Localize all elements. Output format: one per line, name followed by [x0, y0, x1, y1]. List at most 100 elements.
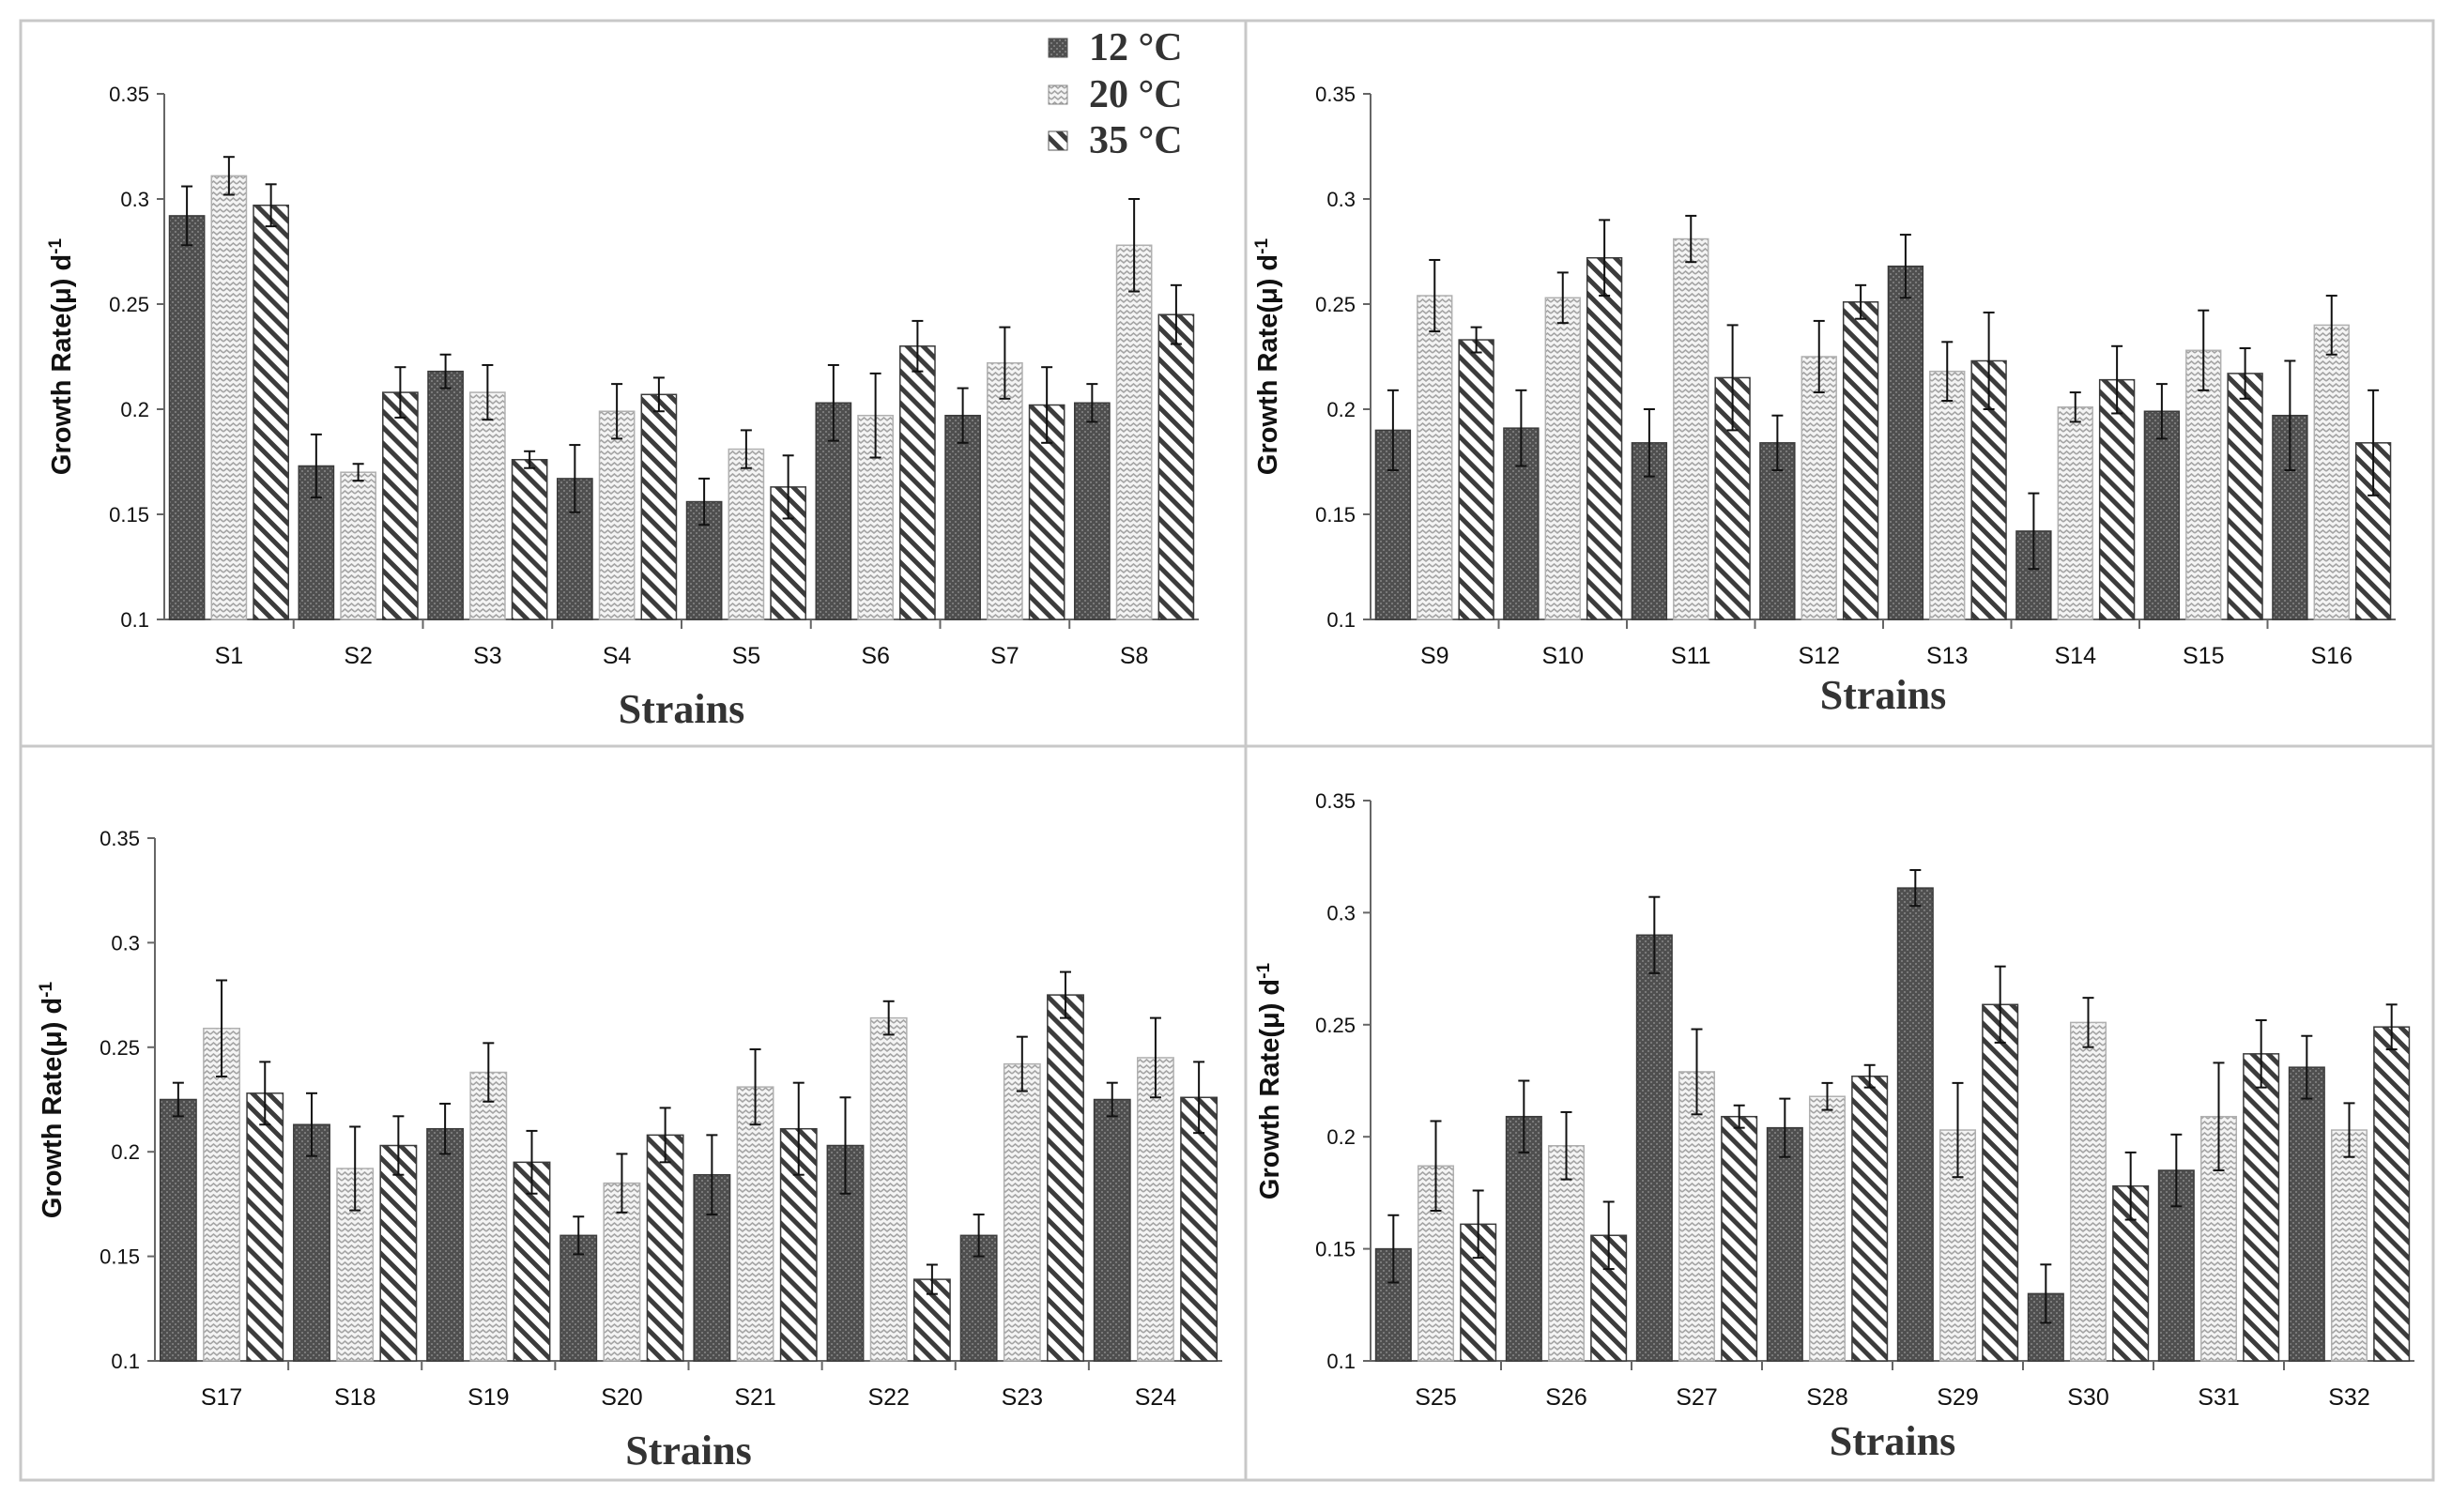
error-bar-s1-35	[265, 183, 277, 228]
x-tick-label: S25	[1415, 1384, 1456, 1411]
error-bar-s5-20	[740, 429, 752, 469]
x-tick-label: S23	[1002, 1384, 1043, 1411]
error-bar-s13-35	[1983, 311, 1995, 410]
error-bar-s29-35	[1994, 965, 2006, 1044]
x-tick-label: S32	[2328, 1384, 2369, 1411]
error-bar-s28-20	[1821, 1081, 1833, 1111]
bar-s26-12	[1505, 1115, 1542, 1362]
bar-s14-20	[2057, 406, 2093, 620]
x-tick-label: S5	[732, 643, 761, 669]
error-bar-s20-35	[659, 1107, 671, 1164]
figure-border	[19, 19, 2435, 1482]
error-bar-s19-20	[483, 1042, 495, 1103]
y-tick-label: 0.1	[1326, 608, 1356, 632]
x-tick-label: S17	[201, 1384, 242, 1411]
error-bar-s32-20	[2343, 1102, 2355, 1158]
x-tick-label: S27	[1676, 1384, 1717, 1411]
error-bar-s7-12	[957, 387, 969, 444]
bar-s29-20	[1939, 1129, 1977, 1362]
bar-s3-12	[427, 370, 464, 620]
bar-s23-35	[1047, 994, 1084, 1362]
legend-swatch-12	[1048, 38, 1068, 58]
error-bar-s25-12	[1387, 1214, 1400, 1284]
error-bar-s8-20	[1128, 198, 1141, 293]
legend-swatch-35	[1048, 130, 1068, 151]
error-bar-s24-12	[1106, 1081, 1118, 1118]
error-bar-s1-20	[222, 156, 235, 196]
bar-s32-12	[2288, 1066, 2325, 1362]
x-tick-label: S4	[603, 643, 632, 669]
error-bar-s27-35	[1733, 1104, 1745, 1129]
error-bar-s22-12	[839, 1096, 851, 1195]
error-bar-s30-12	[2040, 1263, 2052, 1324]
bar-s24-35	[1180, 1096, 1218, 1362]
x-tick-label: S15	[2183, 643, 2224, 669]
y-tick-label: 0.2	[1326, 1125, 1356, 1149]
bar-s3-20	[469, 391, 506, 620]
x-axis-title-3: Strains	[625, 1428, 751, 1474]
error-bar-s5-35	[782, 454, 794, 520]
bar-s28-35	[1851, 1075, 1889, 1362]
error-bar-s25-35	[1472, 1189, 1484, 1260]
bar-s18-12	[293, 1123, 330, 1362]
bar-s3-35	[511, 459, 548, 620]
legend: 12 °C 20 °C 35 °C	[1048, 26, 1183, 162]
error-bar-s9-20	[1429, 258, 1441, 333]
error-bar-s12-12	[1771, 414, 1784, 471]
error-bar-s7-35	[1041, 366, 1053, 444]
y-tick-label: 0.2	[1326, 398, 1356, 421]
y-tick-label: 0.2	[111, 1140, 140, 1164]
legend-label-12: 12 °C	[1089, 26, 1183, 69]
error-bar-s1-12	[181, 185, 193, 247]
x-tick-label: S3	[473, 643, 502, 669]
x-tick-label: S7	[990, 643, 1019, 669]
error-bar-s21-12	[706, 1134, 718, 1216]
bar-s24-12	[1093, 1098, 1131, 1362]
error-bar-s14-20	[2069, 391, 2081, 423]
y-tick-label: 0.35	[1315, 83, 1356, 106]
y-axis-title-4: Growth Rate(μ) d-1	[1254, 963, 1285, 1200]
error-bar-s12-35	[1855, 283, 1867, 320]
bar-s2-35	[382, 391, 419, 620]
bar-s8-35	[1157, 313, 1195, 620]
error-bar-s31-12	[2170, 1133, 2183, 1208]
error-bar-s32-35	[2385, 1003, 2398, 1051]
error-bar-s13-12	[1899, 234, 1911, 299]
legend-item-12: 12 °C	[1048, 26, 1183, 69]
error-bar-s17-20	[216, 979, 228, 1077]
error-bar-s3-12	[439, 353, 452, 389]
error-bar-s19-35	[526, 1129, 538, 1195]
error-bar-s3-20	[482, 363, 494, 421]
bar-s24-20	[1137, 1057, 1174, 1362]
error-bar-s4-20	[611, 383, 623, 440]
bar-s1-35	[253, 204, 289, 620]
x-tick-label: S30	[2067, 1384, 2108, 1411]
error-bar-s27-12	[1648, 895, 1661, 974]
bar-s7-20	[987, 361, 1023, 620]
bar-s8-20	[1115, 244, 1153, 620]
bar-s10-35	[1586, 256, 1623, 620]
y-tick-label: 0.35	[109, 83, 149, 106]
y-tick-label: 0.25	[109, 293, 149, 316]
error-bar-s23-20	[1016, 1035, 1028, 1092]
error-bar-s30-20	[2082, 997, 2094, 1048]
error-bar-s6-35	[912, 319, 924, 373]
x-tick-label: S31	[2198, 1384, 2239, 1411]
y-tick-label: 0.3	[1326, 901, 1356, 924]
x-tick-label: S18	[334, 1384, 375, 1411]
error-bar-s6-20	[869, 372, 881, 459]
x-tick-label: S24	[1135, 1384, 1177, 1411]
bar-s13-12	[1887, 265, 1924, 620]
error-bar-s12-20	[1813, 319, 1825, 394]
bar-s7-12	[944, 414, 981, 620]
x-tick-label: S6	[861, 643, 890, 669]
bar-s14-35	[2098, 378, 2136, 620]
x-axis-title-1: Strains	[619, 686, 744, 732]
error-bar-s16-35	[2368, 389, 2380, 496]
bar-s27-35	[1721, 1115, 1758, 1362]
error-bar-s22-20	[882, 1000, 895, 1036]
error-bar-s14-35	[2111, 344, 2123, 415]
bar-s12-35	[1842, 301, 1879, 620]
bar-s18-35	[379, 1144, 418, 1362]
